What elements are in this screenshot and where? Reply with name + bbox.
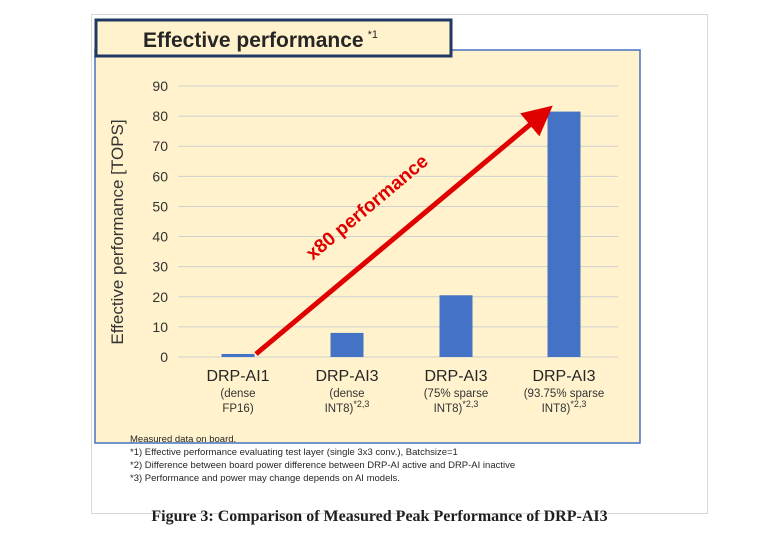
x-category-detail: (dense bbox=[329, 388, 364, 400]
footnote-1: *1) Effective performance evaluating tes… bbox=[130, 447, 458, 458]
x-category-detail: (75% sparse bbox=[424, 388, 489, 400]
x-category-detail-2-text: INT8) bbox=[542, 403, 571, 415]
y-axis-ticks: 0 10 20 30 40 50 60 70 80 90 bbox=[152, 78, 168, 365]
x-category-detail-2-text: FP16) bbox=[222, 403, 253, 415]
y-tick-label: 90 bbox=[152, 78, 168, 94]
y-tick-label: 70 bbox=[152, 138, 168, 154]
x-category-name: DRP-AI3 bbox=[315, 368, 378, 385]
chart-title-note: *1 bbox=[368, 29, 378, 41]
bar bbox=[330, 332, 364, 357]
x-category-footnote-ref: *2,3 bbox=[570, 399, 586, 409]
figure-caption: Figure 3: Comparison of Measured Peak Pe… bbox=[151, 508, 608, 525]
footnote-measured: Measured data on board. bbox=[130, 434, 237, 445]
y-tick-label: 30 bbox=[152, 259, 168, 275]
footnote-2: *2) Difference between board power diffe… bbox=[130, 460, 516, 471]
x-category-detail-2: INT8)*2,3 bbox=[542, 399, 587, 415]
bar bbox=[439, 295, 473, 357]
x-category-detail-2: FP16) bbox=[222, 403, 253, 415]
x-category-detail-2-text: INT8) bbox=[325, 403, 354, 415]
x-category-name: DRP-AI1 bbox=[206, 368, 269, 385]
bars bbox=[221, 111, 581, 357]
x-category-detail-2-text: INT8) bbox=[434, 403, 463, 415]
footnotes: Measured data on board. *1) Effective pe… bbox=[130, 433, 515, 485]
x-category-footnote-ref: *2,3 bbox=[462, 399, 478, 409]
chart-title: Effective performance *1 bbox=[143, 29, 378, 52]
footnote-3: *3) Performance and power may change dep… bbox=[130, 473, 400, 484]
y-tick-label: 40 bbox=[152, 229, 168, 245]
x-category-detail-2: INT8)*2,3 bbox=[434, 399, 479, 415]
x-category-detail: (93.75% sparse bbox=[524, 388, 605, 400]
y-tick-label: 20 bbox=[152, 289, 168, 305]
bar bbox=[547, 111, 581, 357]
x-category-footnote-ref: *2,3 bbox=[353, 399, 369, 409]
x-axis-labels: DRP-AI1(denseFP16)DRP-AI3(denseINT8)*2,3… bbox=[206, 368, 604, 415]
y-tick-label: 80 bbox=[152, 108, 168, 124]
y-tick-label: 50 bbox=[152, 198, 168, 214]
x-category-detail-2: INT8)*2,3 bbox=[325, 399, 370, 415]
y-tick-label: 60 bbox=[152, 168, 168, 184]
performance-arrow bbox=[254, 105, 553, 356]
y-axis-label: Effective performance [TOPS] bbox=[108, 119, 127, 344]
x-category-name: DRP-AI3 bbox=[424, 368, 487, 385]
y-tick-label: 10 bbox=[152, 319, 168, 335]
title-box bbox=[94, 18, 453, 58]
x-category-name: DRP-AI3 bbox=[532, 368, 595, 385]
chart-title-text: Effective performance bbox=[143, 29, 364, 52]
y-tick-label: 0 bbox=[160, 349, 168, 365]
bar bbox=[221, 353, 255, 357]
x-category-detail: (dense bbox=[220, 388, 255, 400]
